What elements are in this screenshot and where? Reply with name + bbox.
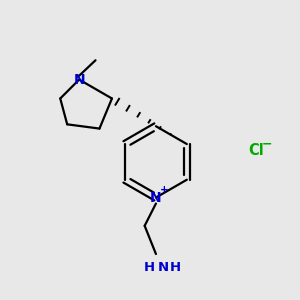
- Text: −: −: [262, 138, 273, 151]
- Text: +: +: [160, 185, 169, 195]
- Text: H: H: [143, 262, 155, 275]
- Text: N: N: [150, 190, 162, 205]
- Text: N: N: [158, 262, 169, 275]
- Text: H: H: [169, 262, 180, 275]
- Text: N: N: [74, 73, 85, 87]
- Text: Cl: Cl: [248, 142, 264, 158]
